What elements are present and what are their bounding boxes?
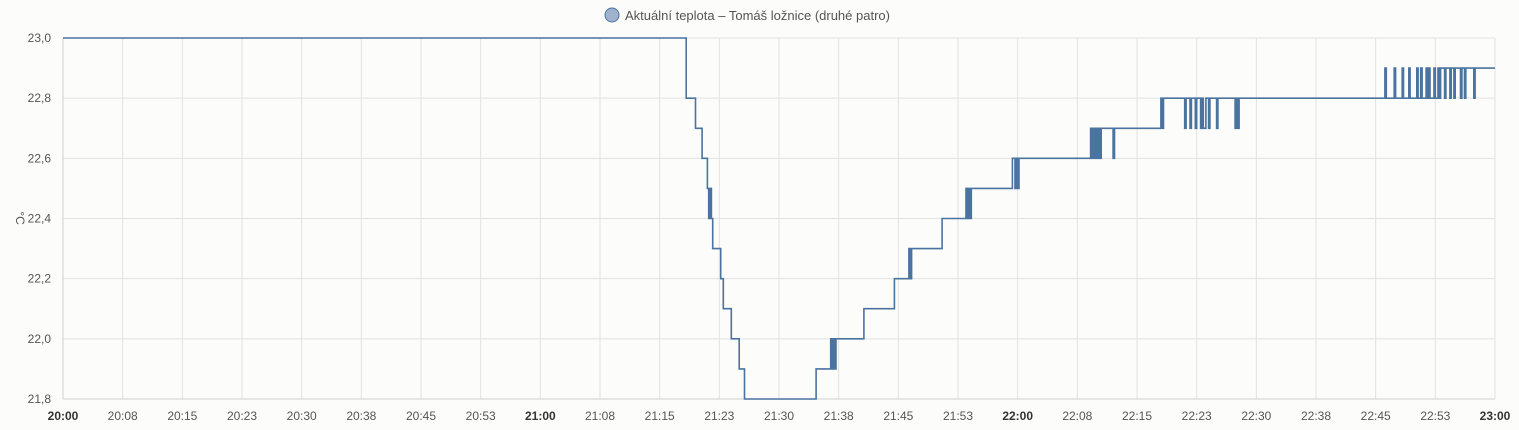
x-tick-label: 22:23 <box>1182 409 1212 423</box>
legend-label-series: Aktuální teplota – Tomáš ložnice (druhé … <box>625 8 890 23</box>
x-axis-ticks: 20:00 20:08 20:15 20:23 20:30 20:38 20:45 20:53… <box>48 409 1511 423</box>
grid-lines <box>62 37 1496 400</box>
x-tick-label: 22:38 <box>1301 409 1331 423</box>
x-tick-label: 21:23 <box>704 409 734 423</box>
legend-marker <box>604 7 620 23</box>
x-tick-label: 20:30 <box>287 409 317 423</box>
y-tick-label: 22,0 <box>28 332 52 346</box>
y-tick-label: 22,2 <box>28 272 52 286</box>
x-tick-label: 20:23 <box>227 409 257 423</box>
x-tick-label: 21:08 <box>585 409 615 423</box>
x-tick-label: 21:45 <box>883 409 913 423</box>
x-tick-label: 21:30 <box>764 409 794 423</box>
y-tick-label: 23,0 <box>28 31 52 45</box>
x-tick-label: 22:08 <box>1062 409 1092 423</box>
x-tick-label: 22:45 <box>1361 409 1391 423</box>
x-tick-label: 21:15 <box>645 409 675 423</box>
series-line-temperature[interactable] <box>63 37 1495 400</box>
y-tick-label: 22,8 <box>28 91 52 105</box>
x-tick-label: 22:15 <box>1122 409 1152 423</box>
y-tick-label: 22,6 <box>28 151 52 165</box>
x-tick-label: 20:15 <box>167 409 197 423</box>
y-axis-label: °C <box>13 211 27 225</box>
y-tick-label: 22,4 <box>28 212 52 226</box>
x-tick-label: 20:38 <box>346 409 376 423</box>
y-axis-ticks: 21,8 22,0 22,2 22,4 22,6 22,8 23,0 <box>28 31 52 406</box>
x-tick-label: 22:30 <box>1241 409 1271 423</box>
x-tick-label: 21:00 <box>525 409 556 423</box>
x-tick-label: 21:53 <box>943 409 973 423</box>
x-tick-label: 23:00 <box>1480 409 1511 423</box>
x-tick-label: 22:53 <box>1420 409 1450 423</box>
chart-legend[interactable]: Aktuální teplota – Tomáš ložnice (druhé … <box>604 7 890 23</box>
x-tick-label: 21:38 <box>824 409 854 423</box>
x-tick-label: 22:00 <box>1002 409 1033 423</box>
y-tick-label: 21,8 <box>28 392 52 406</box>
x-tick-label: 20:53 <box>466 409 496 423</box>
x-tick-label: 20:00 <box>48 409 79 423</box>
x-tick-label: 20:45 <box>406 409 436 423</box>
x-tick-label: 20:08 <box>108 409 138 423</box>
